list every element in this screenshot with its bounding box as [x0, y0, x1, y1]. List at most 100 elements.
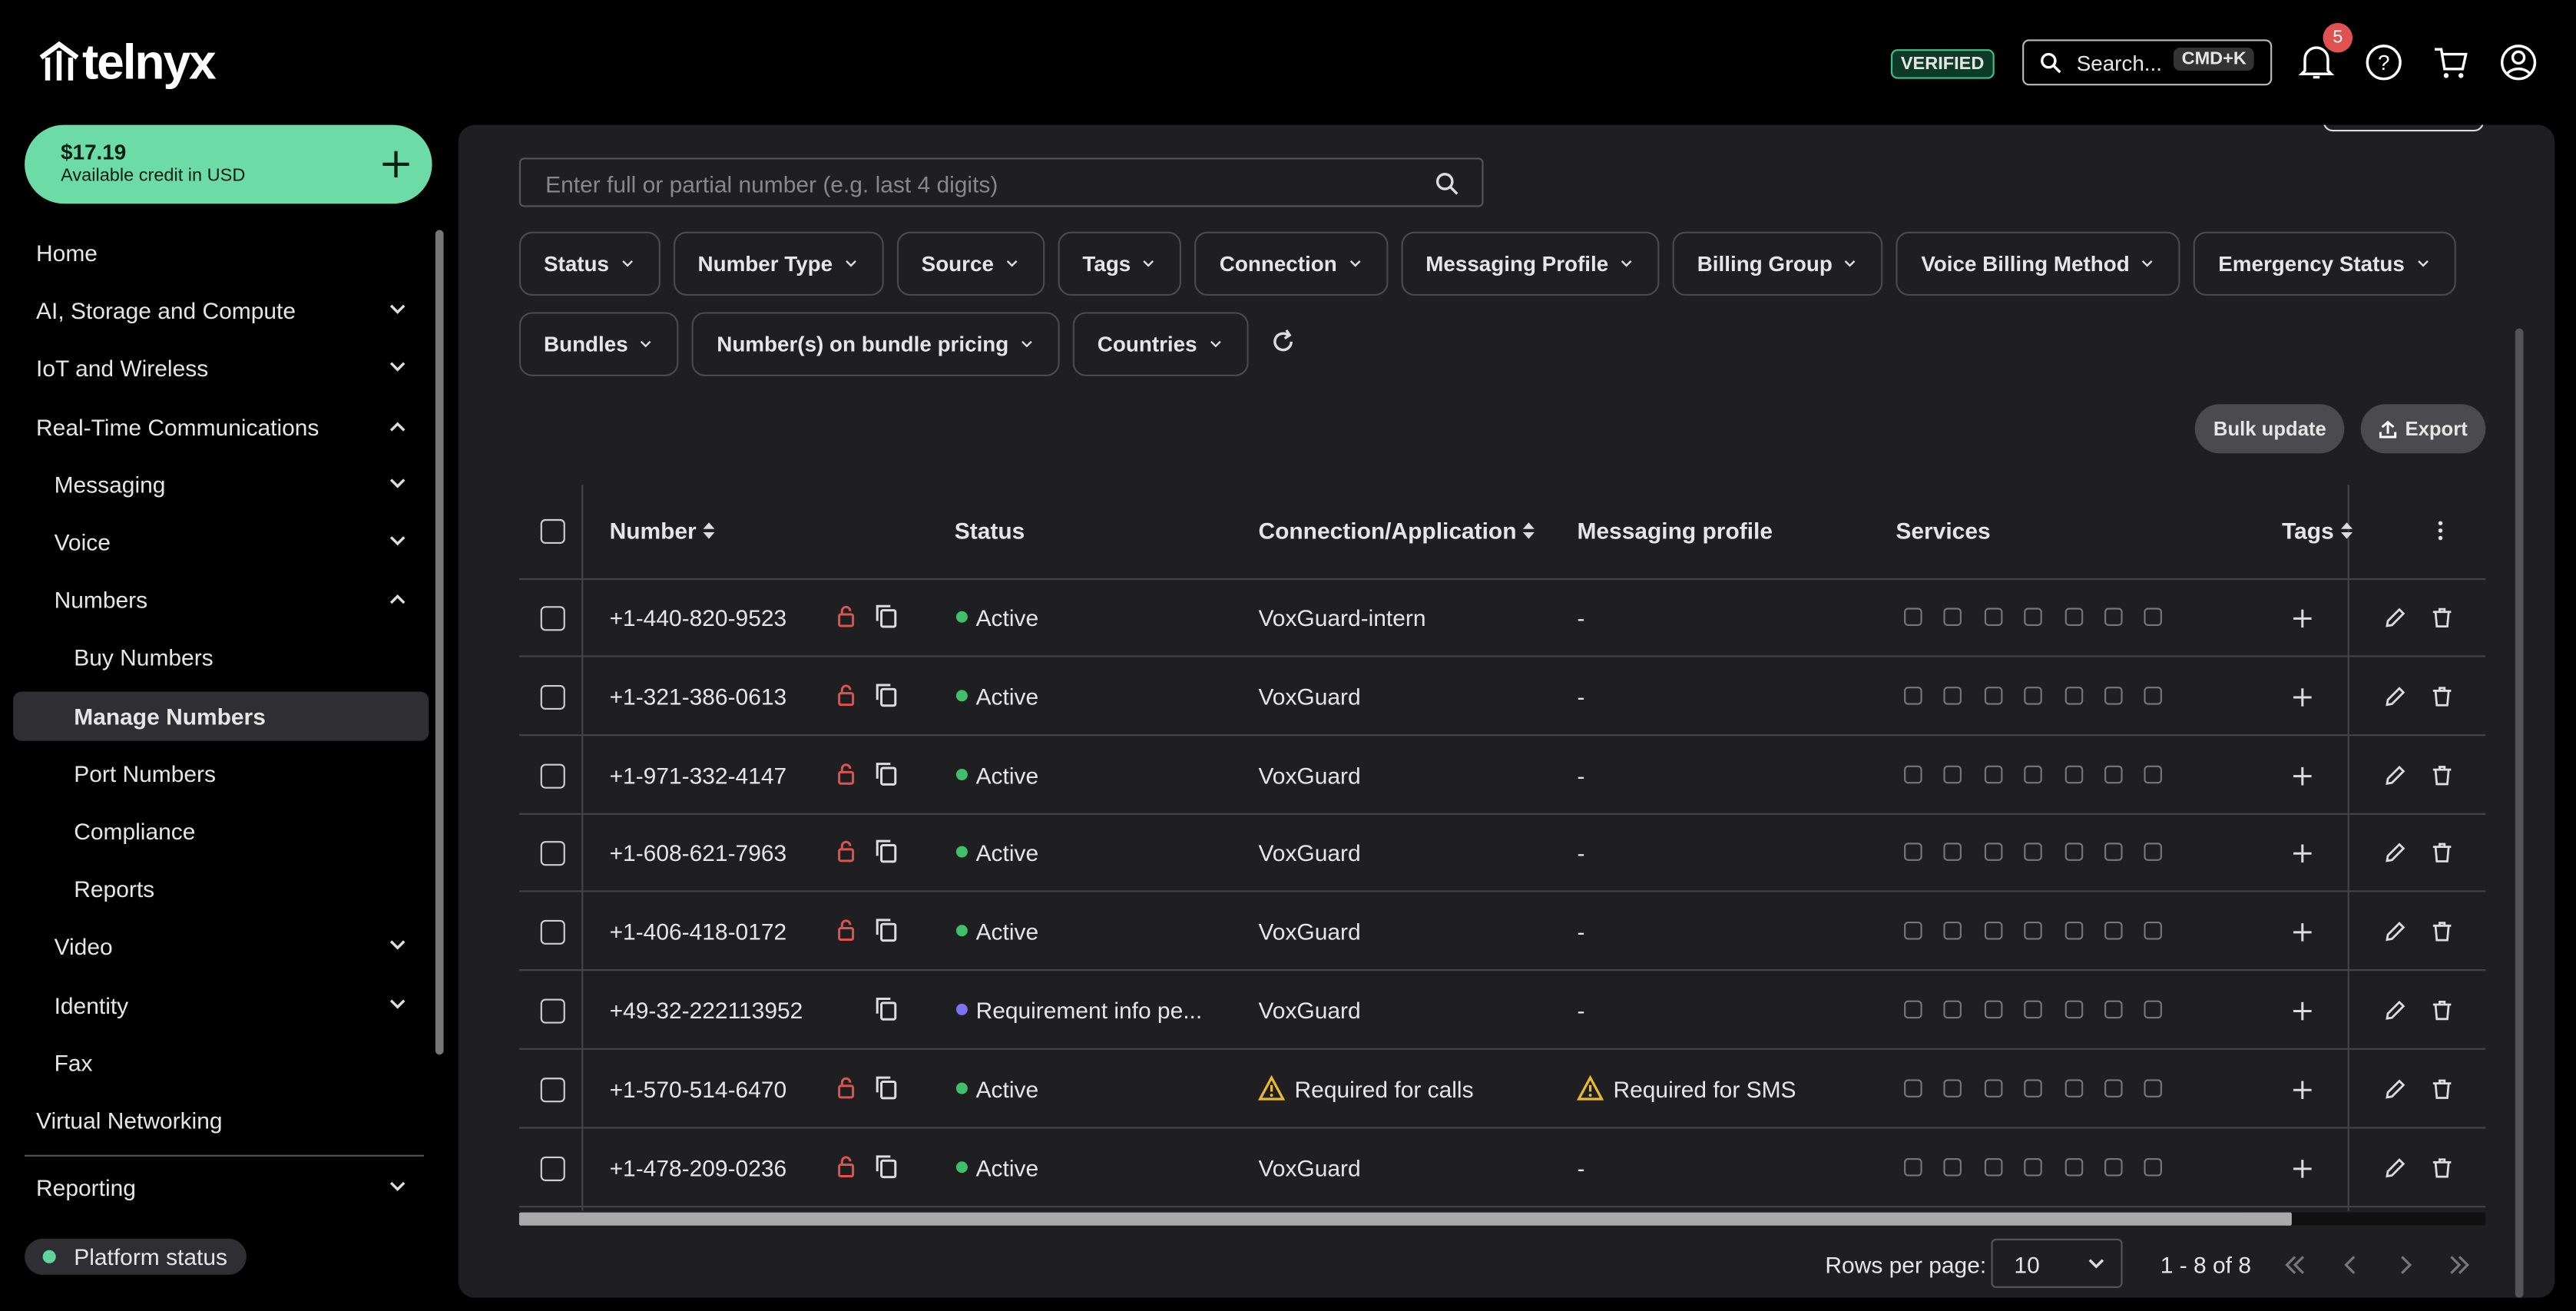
connection-text: VoxGuard — [1258, 761, 1361, 788]
delete-button[interactable] — [2432, 685, 2452, 711]
add-tag[interactable] — [2293, 999, 2312, 1025]
copy-button[interactable] — [876, 997, 897, 1025]
shortcut: CMD+K — [2173, 48, 2255, 71]
chevron — [2142, 259, 2154, 267]
copy-button[interactable] — [876, 762, 897, 790]
select-all[interactable] — [540, 518, 565, 545]
delete-button[interactable] — [2432, 606, 2452, 632]
copy-button[interactable] — [876, 1076, 897, 1104]
row-checkbox[interactable] — [540, 1077, 565, 1102]
lock-icon — [838, 763, 855, 784]
column-header[interactable]: Number — [610, 518, 715, 544]
nav-item[interactable]: Buy Numbers — [74, 644, 410, 670]
filter-button[interactable]: Connection — [1194, 231, 1389, 296]
add-tag[interactable] — [2293, 606, 2312, 632]
add-tag[interactable] — [2293, 1156, 2312, 1182]
add-tag[interactable] — [2293, 1078, 2312, 1104]
logo[interactable]: telnyx — [36, 36, 217, 92]
column-header[interactable]: Tags — [2282, 518, 2353, 544]
copy-button[interactable] — [876, 840, 897, 868]
delete-button[interactable] — [2432, 1078, 2452, 1104]
add-tag[interactable] — [2293, 920, 2312, 946]
edit-button[interactable] — [2386, 763, 2405, 790]
edit-button[interactable] — [2386, 685, 2405, 711]
filter-button[interactable]: Countries — [1072, 312, 1248, 376]
filter-button[interactable]: Source — [896, 231, 1045, 296]
edit-button[interactable] — [2386, 842, 2405, 868]
delete-button[interactable] — [2432, 763, 2452, 790]
edit-button[interactable] — [2386, 606, 2405, 632]
rows-per-page-select[interactable]: 10 — [1991, 1238, 2123, 1288]
column-header[interactable]: Connection/Application — [1258, 518, 1535, 544]
nav-item[interactable]: Home — [36, 240, 411, 266]
pager-buttons[interactable] — [2285, 1255, 2470, 1275]
add-tag[interactable] — [2293, 842, 2312, 868]
row-checkbox[interactable] — [540, 684, 565, 710]
action-button[interactable]: Bulk update — [2195, 404, 2345, 454]
reporting-item[interactable]: Reporting — [36, 1174, 411, 1201]
search-button[interactable]: Search... CMD+K — [2022, 39, 2273, 86]
nav-item[interactable]: Compliance — [74, 818, 410, 844]
refresh-button[interactable] — [1271, 329, 1294, 358]
cut-button[interactable] — [2323, 124, 2485, 132]
filter-button[interactable]: Number(s) on bundle pricing — [692, 312, 1060, 376]
nav-item[interactable]: Virtual Networking — [36, 1107, 411, 1134]
balance-card[interactable]: $17.19 Available credit in USD — [25, 124, 432, 204]
nav-item[interactable]: IoT and Wireless — [36, 356, 411, 382]
row-checkbox[interactable] — [540, 606, 565, 631]
action-button[interactable]: Export — [2360, 404, 2486, 454]
copy-button[interactable] — [876, 683, 897, 710]
row-checkbox[interactable] — [540, 1155, 565, 1181]
nav-item[interactable]: AI, Storage and Compute — [36, 298, 411, 324]
filter-button[interactable]: Emergency Status — [2194, 231, 2456, 296]
filter-button[interactable]: Messaging Profile — [1401, 231, 1660, 296]
platform-status[interactable]: Platform status — [25, 1238, 247, 1275]
cart-icon[interactable] — [2433, 45, 2469, 81]
edit-button[interactable] — [2386, 920, 2405, 946]
filter-button[interactable]: Tags — [1058, 231, 1182, 296]
row-checkbox[interactable] — [540, 763, 565, 788]
filter-button[interactable]: Bundles — [518, 312, 680, 376]
filter-button[interactable]: Billing Group — [1672, 231, 1884, 296]
edit-button[interactable] — [2386, 999, 2405, 1025]
status: Active — [975, 761, 1039, 788]
delete-button[interactable] — [2432, 842, 2452, 868]
help-icon[interactable]: ? — [2366, 45, 2402, 81]
edit-button[interactable] — [2386, 1078, 2405, 1104]
service-icon — [1904, 843, 1922, 862]
filter-button[interactable]: Voice Billing Method — [1896, 231, 2181, 296]
copy-button[interactable] — [876, 604, 897, 632]
nav-item[interactable]: Video — [55, 934, 411, 960]
nav-item[interactable]: Real-Time Communications — [36, 413, 411, 439]
copy-button[interactable] — [876, 1154, 897, 1182]
nav-item[interactable]: Fax — [55, 1049, 411, 1075]
add-tag[interactable] — [2293, 685, 2312, 711]
filter-button[interactable]: Status — [518, 231, 661, 296]
status-dot — [955, 611, 968, 623]
row-checkbox[interactable] — [540, 998, 565, 1024]
number: +1-608-621-7963 — [609, 839, 787, 867]
user-icon[interactable] — [2500, 45, 2537, 81]
nav-item[interactable]: Numbers — [55, 587, 411, 613]
delete-button[interactable] — [2432, 1156, 2452, 1182]
filter-button[interactable]: Number Type — [673, 231, 884, 296]
row-checkbox[interactable] — [540, 920, 565, 945]
nav-item[interactable]: Port Numbers — [74, 760, 410, 786]
bell-icon[interactable] — [2298, 45, 2335, 81]
delete-button[interactable] — [2432, 920, 2452, 946]
nav-item[interactable]: Identity — [55, 992, 411, 1018]
nav-item[interactable]: Reports — [74, 876, 410, 902]
nav-item[interactable]: Messaging — [55, 471, 411, 498]
add-tag[interactable] — [2293, 763, 2312, 790]
delete-button[interactable] — [2432, 999, 2452, 1025]
edit-button[interactable] — [2386, 1156, 2405, 1182]
row-checkbox[interactable] — [540, 842, 565, 867]
status-dot — [955, 1003, 968, 1015]
service-icon — [2104, 1000, 2123, 1019]
copy-button[interactable] — [876, 919, 897, 946]
number-search[interactable]: Enter full or partial number (e.g. last … — [518, 157, 1484, 207]
service-icon — [1904, 607, 1922, 626]
nav-item[interactable]: Manage Numbers — [74, 703, 410, 729]
nav-item[interactable]: Voice — [55, 529, 411, 555]
chevron — [621, 259, 633, 267]
